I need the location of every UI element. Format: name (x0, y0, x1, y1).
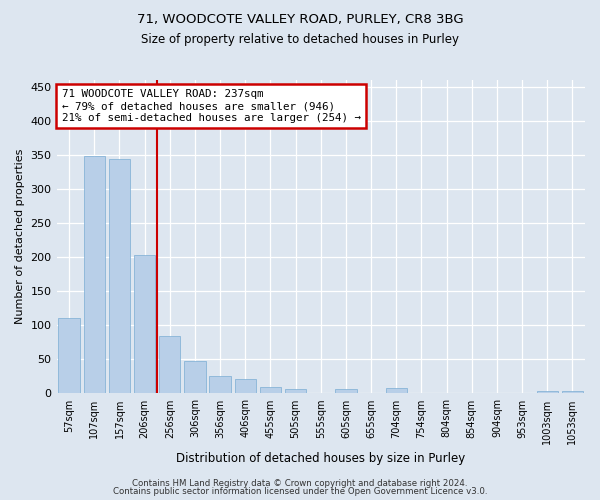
Bar (260, 386, 281, 394)
Text: Size of property relative to detached houses in Purley: Size of property relative to detached ho… (141, 32, 459, 46)
X-axis label: Distribution of detached houses by size in Purley: Distribution of detached houses by size … (176, 452, 466, 465)
Bar (335, 390, 356, 394)
Bar (209, 376, 231, 394)
Bar (536, 390, 558, 394)
Y-axis label: Number of detached properties: Number of detached properties (15, 149, 25, 324)
Text: 71 WOODCOTE VALLEY ROAD: 237sqm
← 79% of detached houses are smaller (946)
21% o: 71 WOODCOTE VALLEY ROAD: 237sqm ← 79% of… (62, 90, 361, 122)
Bar (386, 388, 407, 394)
Bar (58, 318, 80, 394)
Bar (109, 159, 130, 394)
Bar (235, 379, 256, 394)
Text: 71, WOODCOTE VALLEY ROAD, PURLEY, CR8 3BG: 71, WOODCOTE VALLEY ROAD, PURLEY, CR8 3B… (137, 12, 463, 26)
Bar (285, 388, 307, 394)
Bar (159, 336, 181, 394)
Bar (184, 362, 206, 394)
Text: Contains HM Land Registry data © Crown copyright and database right 2024.: Contains HM Land Registry data © Crown c… (132, 478, 468, 488)
Text: Contains public sector information licensed under the Open Government Licence v3: Contains public sector information licen… (113, 487, 487, 496)
Bar (134, 255, 155, 394)
Bar (83, 156, 105, 394)
Bar (562, 392, 583, 394)
